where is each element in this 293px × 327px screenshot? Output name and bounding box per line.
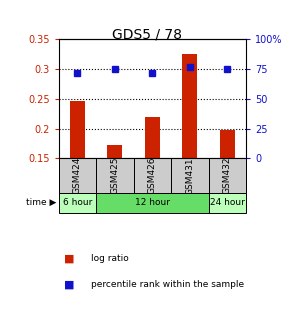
Text: log ratio: log ratio: [91, 254, 129, 263]
Bar: [70, 101, 85, 158]
Bar: [107, 145, 122, 158]
Text: 6 hour: 6 hour: [63, 198, 92, 207]
Bar: [96, 193, 209, 213]
Text: ■: ■: [64, 280, 75, 289]
Text: ■: ■: [64, 253, 75, 263]
Text: 24 hour: 24 hour: [210, 198, 245, 207]
Bar: [59, 158, 96, 193]
Text: GSM424: GSM424: [73, 157, 82, 195]
Text: GSM432: GSM432: [223, 157, 232, 195]
Bar: [96, 158, 134, 193]
Bar: [220, 130, 235, 158]
Bar: [182, 54, 197, 158]
Bar: [134, 158, 171, 193]
Text: GSM425: GSM425: [110, 157, 119, 195]
Text: GDS5 / 78: GDS5 / 78: [112, 28, 181, 42]
Bar: [209, 158, 246, 193]
Bar: [209, 193, 246, 213]
Bar: [171, 158, 209, 193]
Text: percentile rank within the sample: percentile rank within the sample: [91, 280, 244, 289]
Bar: [145, 117, 160, 158]
Text: 12 hour: 12 hour: [135, 198, 170, 207]
Text: GSM426: GSM426: [148, 157, 157, 195]
Text: GSM431: GSM431: [185, 157, 194, 195]
Bar: [59, 193, 96, 213]
Text: time ▶: time ▶: [26, 198, 57, 207]
